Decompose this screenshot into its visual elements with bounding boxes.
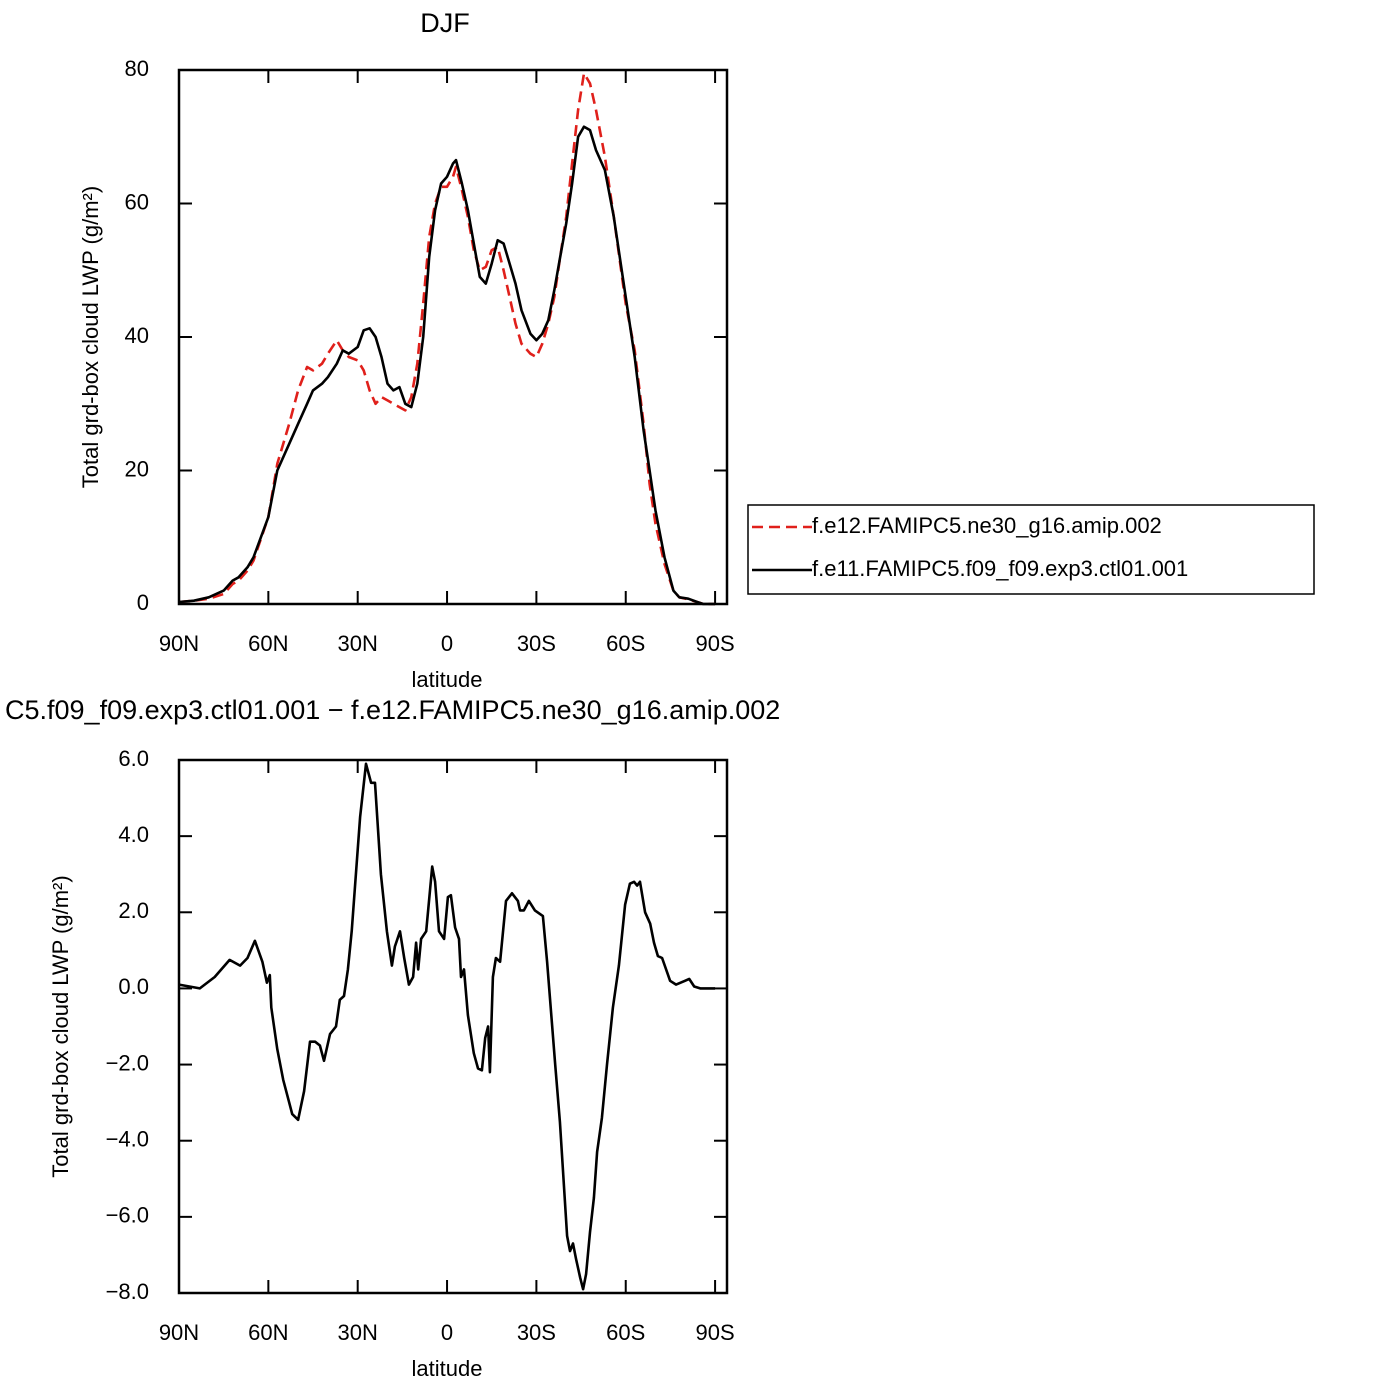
y-tick-label: 0 [137, 590, 149, 615]
plot-frame [177, 758, 729, 1295]
x-tick-label: 60N [248, 631, 288, 656]
x-tick-label: 0 [441, 631, 453, 656]
x-tick-label: 0 [441, 1320, 453, 1345]
legend-label: f.e11.FAMIPC5.f09_f09.exp3.ctl01.001 [812, 556, 1188, 581]
x-tick-label: 60S [606, 631, 645, 656]
y-tick-label: 6.0 [118, 746, 149, 771]
x-tick-label: 30S [517, 1320, 556, 1345]
y-tick-label: −2.0 [106, 1050, 149, 1075]
x-tick-label: 90S [696, 1320, 735, 1345]
y-tick-label: 4.0 [118, 822, 149, 847]
x-tick-label: 60S [606, 1320, 645, 1345]
legend-label: f.e12.FAMIPC5.ne30_g16.amip.002 [812, 513, 1162, 538]
x-axis-label: latitude [412, 667, 483, 692]
plot-frame [177, 68, 729, 606]
x-tick-label: 90S [696, 631, 735, 656]
y-tick-label: 40 [125, 323, 149, 348]
x-tick-label: 30N [338, 1320, 378, 1345]
y-axis-label: Total grd-box cloud LWP (g/m²) [78, 186, 103, 488]
x-tick-label: 90N [159, 1320, 199, 1345]
y-tick-label: 80 [125, 56, 149, 81]
data-line [178, 762, 716, 1291]
y-axis-label: Total grd-box cloud LWP (g/m²) [48, 875, 73, 1177]
data-line [178, 125, 716, 606]
y-tick-label: −8.0 [106, 1279, 149, 1304]
y-tick-label: −4.0 [106, 1127, 149, 1152]
x-tick-label: 30N [338, 631, 378, 656]
y-tick-label: −6.0 [106, 1203, 149, 1228]
x-tick-label: 90N [159, 631, 199, 656]
x-axis-label: latitude [412, 1356, 483, 1381]
legend-box [747, 504, 1315, 595]
y-tick-label: 2.0 [118, 898, 149, 923]
y-tick-label: 20 [125, 456, 149, 481]
chart-title: DJF [420, 8, 470, 38]
x-tick-label: 60N [248, 1320, 288, 1345]
chart-title: C5.f09_f09.exp3.ctl01.001 − f.e12.FAMIPC… [5, 695, 780, 725]
x-tick-label: 30S [517, 631, 556, 656]
y-tick-label: 0.0 [118, 974, 149, 999]
y-tick-label: 60 [125, 189, 149, 214]
data-line [178, 72, 716, 606]
